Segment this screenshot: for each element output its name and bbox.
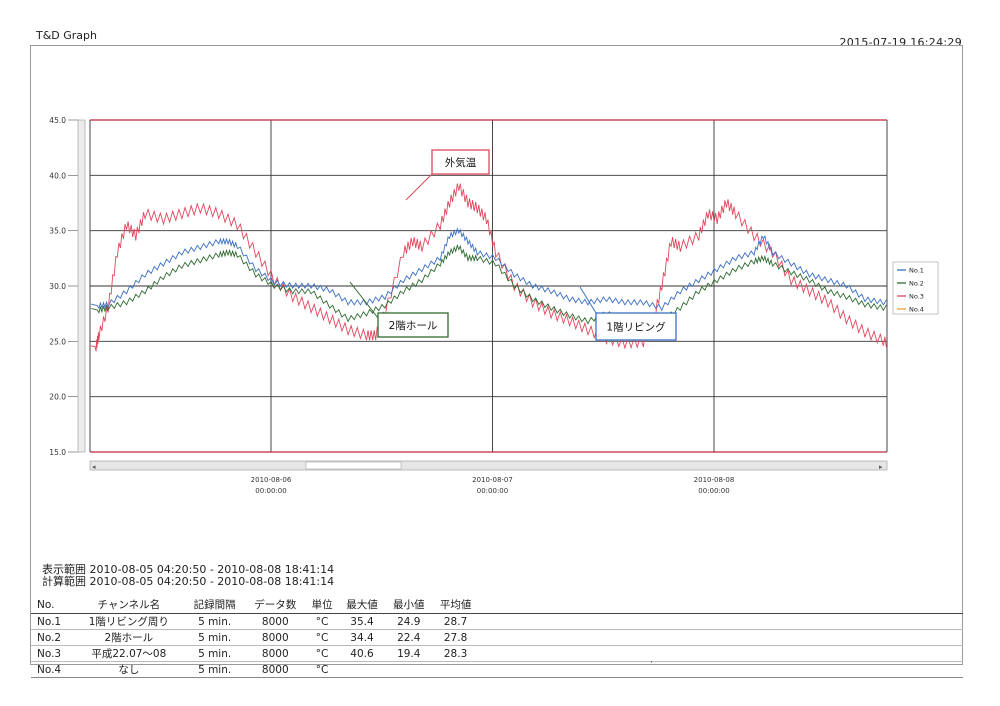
cell: 5 min. xyxy=(184,661,245,678)
cell: 8000 xyxy=(244,661,306,678)
table-row: No.4 なし 5 min. 8000 °C xyxy=(31,661,963,678)
calc-range-value: 2010-08-05 04:20:50 - 2010-08-08 18:41:1… xyxy=(89,575,335,588)
annotation-label: 外気温 xyxy=(445,156,477,169)
x-tick-date: 2010-08-07 xyxy=(472,476,513,484)
legend-label: No.4 xyxy=(909,306,924,314)
channel-table: No. チャンネル名 記録間隔 データ数 単位 最大値 最小値 平均値 No.1… xyxy=(31,596,963,678)
y-tick-label: 25.0 xyxy=(49,337,66,346)
cell: No.1 xyxy=(31,613,74,630)
annotation-box xyxy=(377,312,449,338)
col-count: データ数 xyxy=(244,596,306,614)
cell xyxy=(432,661,479,678)
x-tick-time: 00:00:00 xyxy=(477,487,508,495)
channel-table-header: No. チャンネル名 記録間隔 データ数 単位 最大値 最小値 平均値 xyxy=(31,596,963,614)
cell: °C xyxy=(305,661,339,678)
table-row: No.1 1階リビング周り 5 min. 8000 °C 35.4 24.9 2… xyxy=(31,613,963,630)
cell-spacer xyxy=(479,613,963,630)
col-no: No. xyxy=(31,596,74,614)
cell: 24.9 xyxy=(385,613,433,630)
display-range-value: 2010-08-05 04:20:50 - 2010-08-08 18:41:1… xyxy=(89,563,335,576)
annotation-leader xyxy=(579,286,597,314)
cell: No.3 xyxy=(31,645,74,662)
y-tick-label: 35.0 xyxy=(49,227,66,236)
x-tick-time: 00:00:00 xyxy=(698,487,729,495)
cell: なし xyxy=(73,661,185,678)
x-tick-time: 00:00:00 xyxy=(255,487,286,495)
cell: °C xyxy=(305,629,339,646)
x-tick-date: 2010-08-06 xyxy=(251,476,292,484)
legend-label: No.2 xyxy=(909,280,924,288)
legend-label: No.1 xyxy=(909,267,924,275)
col-interval: 記録間隔 xyxy=(184,596,245,614)
cell: 5 min. xyxy=(184,645,245,662)
y-tick-label: 40.0 xyxy=(49,171,66,180)
y-tick-label: 30.0 xyxy=(49,282,66,291)
cell: 35.4 xyxy=(338,613,386,630)
cell: 40.6 xyxy=(338,645,386,662)
annotation-box xyxy=(595,312,677,341)
col-unit: 単位 xyxy=(305,596,339,614)
y-tick-label: 15.0 xyxy=(49,448,66,457)
calc-range: 計算範囲 2010-08-05 04:20:50 - 2010-08-08 18… xyxy=(42,573,334,589)
legend-label: No.3 xyxy=(909,293,924,301)
annotation-label: 1階リビング xyxy=(606,321,666,334)
cell: 8000 xyxy=(244,613,306,630)
annotation-label: 2階ホール xyxy=(389,320,438,332)
col-min: 最小値 xyxy=(385,596,433,614)
cell: 1階リビング周り xyxy=(73,613,185,630)
y-tick-label: 45.0 xyxy=(49,116,66,125)
display-range: 表示範囲 2010-08-05 04:20:50 - 2010-08-08 18… xyxy=(42,561,334,577)
series-line-no3 xyxy=(90,183,887,352)
x-scroll-track xyxy=(89,460,888,471)
cell: 5 min. xyxy=(184,613,245,630)
cell: °C xyxy=(305,613,339,630)
calc-range-label: 計算範囲 xyxy=(42,575,86,588)
scan-dot: · xyxy=(650,658,653,668)
cell: 27.8 xyxy=(432,629,479,646)
series-line-no2 xyxy=(91,243,887,325)
col-avg: 平均値 xyxy=(432,596,479,614)
app-title: T&D Graph xyxy=(36,29,98,42)
display-range-label: 表示範囲 xyxy=(42,563,86,576)
cell-spacer xyxy=(479,661,963,678)
col-channel-name: チャンネル名 xyxy=(73,596,185,614)
cell: 22.4 xyxy=(385,629,433,646)
y-tick-label: 20.0 xyxy=(49,393,66,402)
table-row: No.3 平成22.07～08 5 min. 8000 °C 40.6 19.4… xyxy=(31,645,963,662)
table-row: No.2 2階ホール 5 min. 8000 °C 34.4 22.4 27.8 xyxy=(31,629,963,646)
cell xyxy=(338,661,386,678)
cell: 34.4 xyxy=(338,629,386,646)
x-scroll-thumb xyxy=(305,461,402,470)
cell: 2階ホール xyxy=(73,629,185,646)
cell: 8000 xyxy=(244,645,306,662)
series-line-no1 xyxy=(91,227,887,312)
cell: 8000 xyxy=(244,629,306,646)
cell: 19.4 xyxy=(385,645,433,662)
scroll-left-arrow: ◂ xyxy=(92,463,96,471)
scroll-right-arrow: ▸ xyxy=(879,463,883,471)
annotation-leader xyxy=(349,281,379,319)
col-max: 最大値 xyxy=(338,596,386,614)
cell: 28.7 xyxy=(432,613,479,630)
cell: 平成22.07～08 xyxy=(73,645,185,662)
y-scroll-track xyxy=(77,119,86,453)
cell: No.2 xyxy=(31,629,74,646)
cell-spacer xyxy=(479,629,963,646)
cell xyxy=(385,661,433,678)
cell: 5 min. xyxy=(184,629,245,646)
legend-box xyxy=(892,261,939,315)
cell: °C xyxy=(305,645,339,662)
cell-spacer xyxy=(479,645,963,662)
annotation-leader xyxy=(405,173,433,201)
cell: 28.3 xyxy=(432,645,479,662)
cell: No.4 xyxy=(31,661,74,678)
x-tick-date: 2010-08-08 xyxy=(694,476,735,484)
col-spacer xyxy=(479,596,963,614)
annotation-box xyxy=(431,149,490,175)
